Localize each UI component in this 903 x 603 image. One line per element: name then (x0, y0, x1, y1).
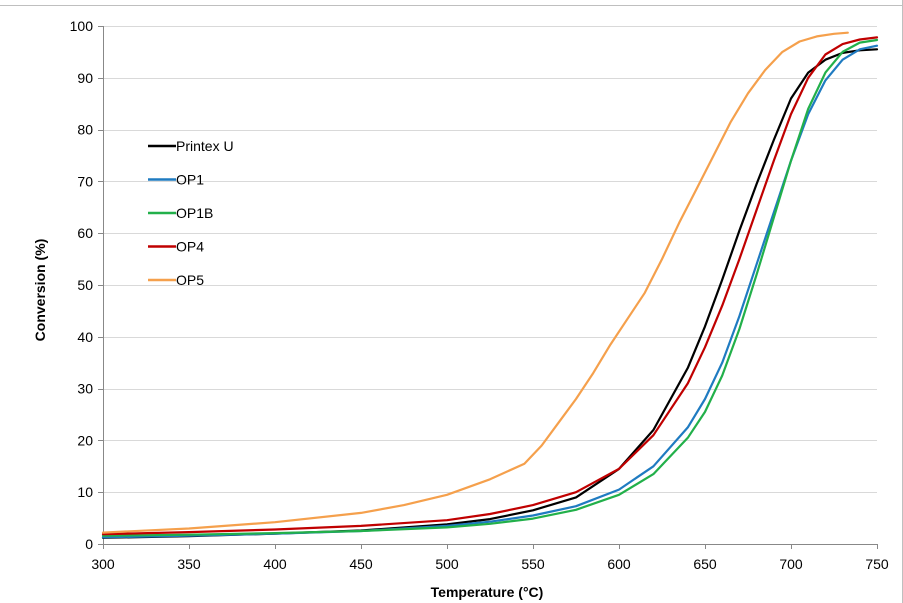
legend-label: OP5 (176, 272, 204, 288)
gridlines (103, 26, 877, 493)
y-tick-label: 0 (85, 536, 93, 552)
y-tick-label: 60 (77, 225, 93, 241)
legend-label: OP1B (176, 205, 213, 221)
x-tick-label: 700 (779, 556, 803, 572)
x-tick-labels: 300 350 400 450 500 550 600 650 700 750 (91, 556, 889, 572)
y-tick-label: 50 (77, 277, 93, 293)
series-line-3 (101, 36, 879, 536)
y-tick-label: 30 (77, 381, 93, 397)
legend-label: OP1 (176, 172, 204, 188)
y-tick-labels: 0 10 20 30 40 50 60 70 80 90 100 (70, 18, 94, 552)
x-tick-label: 500 (435, 556, 459, 572)
y-axis-title: Conversion (%) (32, 239, 48, 342)
y-tick-label: 10 (77, 484, 93, 500)
legend: Printex U OP1 OP1B OP4 OP5 (148, 138, 234, 288)
x-tick-label: 300 (91, 556, 115, 572)
series-line-4 (101, 31, 849, 534)
x-tick-label: 750 (865, 556, 889, 572)
x-axis-title: Temperature (°C) (431, 584, 544, 600)
axes (98, 26, 878, 549)
y-tick-label: 20 (77, 432, 93, 448)
y-tick-label: 70 (77, 173, 93, 189)
x-tick-label: 600 (607, 556, 631, 572)
legend-label: OP4 (176, 239, 204, 255)
y-tick-label: 40 (77, 329, 93, 345)
x-tick-label: 550 (521, 556, 545, 572)
x-tick-label: 450 (349, 556, 373, 572)
series-group (101, 31, 879, 539)
x-tick-label: 400 (263, 556, 287, 572)
y-tick-label: 80 (77, 122, 93, 138)
x-tick-label: 650 (693, 556, 717, 572)
x-tick-label: 350 (177, 556, 201, 572)
series-line-2 (101, 38, 879, 537)
y-tick-label: 100 (70, 18, 94, 34)
legend-label: Printex U (176, 138, 234, 154)
y-tick-label: 90 (77, 70, 93, 86)
